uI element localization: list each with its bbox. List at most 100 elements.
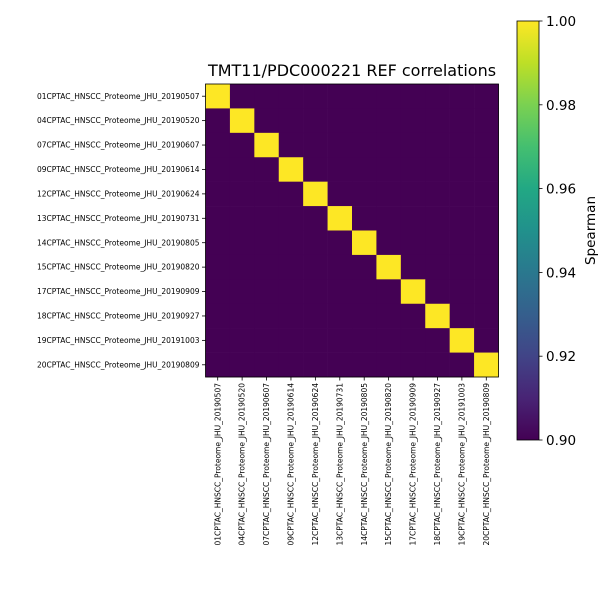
heatmap-cell bbox=[425, 157, 450, 182]
colorbar-ticks: 0.90 0.92 0.94 0.96 0.98 1.00 bbox=[539, 14, 576, 449]
heatmap-cell bbox=[303, 254, 328, 280]
heatmap-cell bbox=[278, 279, 304, 305]
heatmap-cell bbox=[376, 181, 402, 207]
heatmap-cell bbox=[205, 230, 231, 256]
heatmap-cell bbox=[474, 303, 499, 329]
heatmap-cell bbox=[205, 132, 231, 158]
y-axis-ticks: 01CPTAC_HNSCC_Proteome_JHU_20190507 04CPT… bbox=[37, 92, 206, 369]
plot-frame bbox=[205, 83, 499, 378]
y-tick-label: 07CPTAC_HNSCC_Proteome_JHU_20190607 bbox=[37, 141, 200, 150]
heatmap-cell bbox=[327, 181, 353, 207]
heatmap-cell bbox=[327, 254, 353, 280]
x-tick-label: 07CPTAC_HNSCC_Proteome_JHU_20190607 bbox=[262, 383, 271, 546]
y-tick-label: 19CPTAC_HNSCC_Proteome_JHU_20191003 bbox=[37, 336, 200, 345]
heatmap-cell bbox=[376, 352, 402, 378]
heatmap-cell bbox=[425, 181, 450, 207]
x-tick-label: 14CPTAC_HNSCC_Proteome_JHU_20190805 bbox=[360, 383, 369, 546]
heatmap-cell bbox=[229, 303, 255, 329]
heatmap-cell bbox=[327, 84, 353, 109]
heatmap-cell bbox=[474, 132, 499, 158]
heatmap-cell bbox=[229, 254, 255, 280]
heatmap-cells bbox=[205, 84, 499, 378]
heatmap-cell bbox=[229, 279, 255, 305]
heatmap-cell bbox=[352, 230, 377, 256]
heatmap-cell bbox=[229, 328, 255, 353]
heatmap-cell bbox=[327, 303, 353, 329]
heatmap-cell bbox=[303, 279, 328, 305]
heatmap-cell bbox=[449, 254, 475, 280]
y-tick-label: 09CPTAC_HNSCC_Proteome_JHU_20190614 bbox=[37, 165, 200, 174]
heatmap-cell bbox=[425, 108, 450, 134]
x-tick-label: 19CPTAC_HNSCC_Proteome_JHU_20191003 bbox=[457, 383, 466, 546]
heatmap-cell bbox=[400, 157, 426, 182]
x-tick-label: 15CPTAC_HNSCC_Proteome_JHU_20190820 bbox=[384, 383, 393, 546]
y-tick-label: 04CPTAC_HNSCC_Proteome_JHU_20190520 bbox=[37, 116, 200, 125]
colorbar-tick-label: 0.92 bbox=[546, 349, 576, 365]
heatmap-cell bbox=[474, 157, 499, 182]
heatmap-cell bbox=[352, 303, 377, 329]
heatmap-cell bbox=[254, 279, 280, 305]
heatmap-cell bbox=[352, 279, 377, 305]
heatmap-cell bbox=[474, 279, 499, 305]
heatmap-cell bbox=[352, 157, 377, 182]
heatmap-cell bbox=[425, 279, 450, 305]
heatmap-cell bbox=[352, 254, 377, 280]
heatmap-cell bbox=[400, 84, 426, 109]
heatmap-cell bbox=[400, 254, 426, 280]
heatmap-cell bbox=[400, 328, 426, 353]
heatmap-cell bbox=[352, 181, 377, 207]
x-tick-label: 04CPTAC_HNSCC_Proteome_JHU_20190520 bbox=[238, 383, 247, 546]
colorbar-tick-label: 0.94 bbox=[546, 265, 576, 281]
heatmap-cell bbox=[352, 206, 377, 231]
y-tick-label: 15CPTAC_HNSCC_Proteome_JHU_20190820 bbox=[37, 263, 200, 272]
heatmap-cell bbox=[474, 206, 499, 231]
heatmap-cell bbox=[425, 254, 450, 280]
heatmap-cell bbox=[474, 254, 499, 280]
heatmap-cell bbox=[278, 303, 304, 329]
heatmap-cell bbox=[449, 132, 475, 158]
x-tick-label: 01CPTAC_HNSCC_Proteome_JHU_20190507 bbox=[213, 383, 222, 546]
heatmap-cell bbox=[425, 84, 450, 109]
heatmap-cell bbox=[254, 254, 280, 280]
heatmap-cell bbox=[327, 206, 353, 231]
heatmap-cell bbox=[449, 279, 475, 305]
heatmap-cell bbox=[327, 352, 353, 378]
heatmap-cell bbox=[400, 230, 426, 256]
heatmap-cell bbox=[254, 84, 280, 109]
colorbar-label: Spearman bbox=[583, 196, 599, 265]
heatmap-cell bbox=[449, 303, 475, 329]
heatmap-cell bbox=[425, 303, 450, 329]
heatmap-cell bbox=[327, 279, 353, 305]
heatmap-cell bbox=[425, 328, 450, 353]
heatmap-cell bbox=[205, 181, 231, 207]
heatmap-cell bbox=[303, 84, 328, 109]
y-tick-label: 12CPTAC_HNSCC_Proteome_JHU_20190624 bbox=[37, 189, 200, 198]
heatmap-cell bbox=[449, 230, 475, 256]
heatmap-cell bbox=[254, 230, 280, 256]
heatmap-cell bbox=[352, 132, 377, 158]
heatmap-cell bbox=[278, 157, 304, 182]
heatmap-cell bbox=[254, 328, 280, 353]
heatmap-cell bbox=[303, 157, 328, 182]
heatmap-cell bbox=[303, 230, 328, 256]
heatmap-cell bbox=[474, 352, 499, 378]
x-tick-label: 12CPTAC_HNSCC_Proteome_JHU_20190624 bbox=[311, 383, 320, 546]
heatmap-cell bbox=[400, 352, 426, 378]
heatmap-cell bbox=[327, 328, 353, 353]
heatmap-cell bbox=[449, 328, 475, 353]
heatmap-cell bbox=[425, 132, 450, 158]
heatmap-cell bbox=[278, 352, 304, 378]
heatmap-cell bbox=[303, 181, 328, 207]
heatmap-cell bbox=[303, 328, 328, 353]
heatmap-cell bbox=[376, 279, 402, 305]
y-tick-label: 17CPTAC_HNSCC_Proteome_JHU_20190909 bbox=[37, 287, 200, 296]
heatmap-cell bbox=[376, 254, 402, 280]
y-tick-label: 20CPTAC_HNSCC_Proteome_JHU_20190809 bbox=[37, 360, 200, 369]
heatmap-cell bbox=[474, 328, 499, 353]
heatmap-cell bbox=[229, 230, 255, 256]
x-tick-label: 20CPTAC_HNSCC_Proteome_JHU_20190809 bbox=[482, 383, 491, 546]
heatmap-cell bbox=[474, 108, 499, 134]
chart-title: TMT11/PDC000221 REF correlations bbox=[207, 61, 496, 80]
heatmap-cell bbox=[205, 328, 231, 353]
heatmap-cell bbox=[376, 303, 402, 329]
